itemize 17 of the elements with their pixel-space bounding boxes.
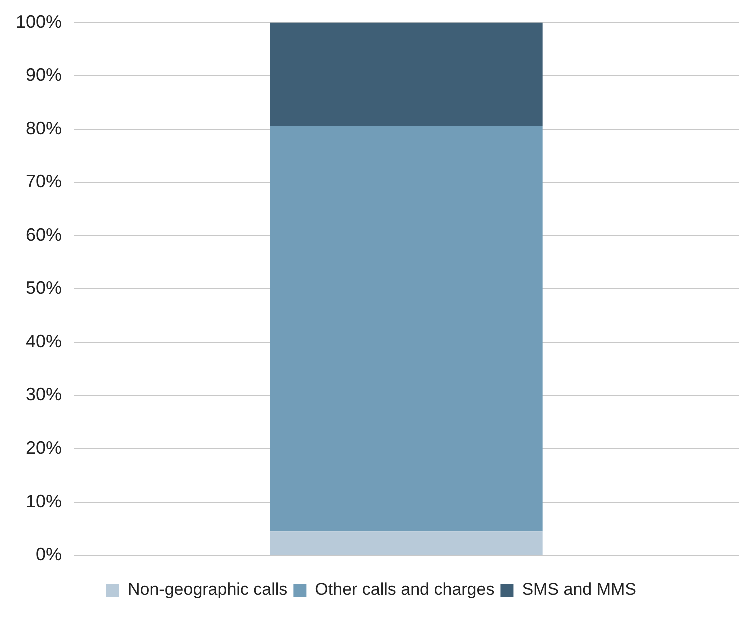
- legend-label: Other calls and charges: [315, 580, 495, 600]
- y-tick-label: 60%: [26, 224, 62, 245]
- bar: [270, 126, 543, 532]
- y-tick-label: 100%: [16, 12, 62, 32]
- y-tick-label: 20%: [26, 438, 62, 458]
- y-tick-label: 30%: [26, 384, 62, 405]
- bar: [270, 22, 543, 126]
- y-tick-label: 10%: [26, 491, 62, 512]
- legend-label: Non-geographic calls: [128, 580, 288, 600]
- y-tick-label: 90%: [26, 65, 62, 86]
- bar: [270, 532, 543, 556]
- y-tick-label: 0%: [36, 544, 62, 565]
- y-tick-label: 40%: [26, 331, 62, 352]
- legend-label: SMS and MMS: [522, 580, 637, 600]
- y-tick-label: 70%: [26, 172, 62, 192]
- y-tick-label: 50%: [26, 278, 62, 298]
- y-tick-label: 80%: [26, 118, 62, 138]
